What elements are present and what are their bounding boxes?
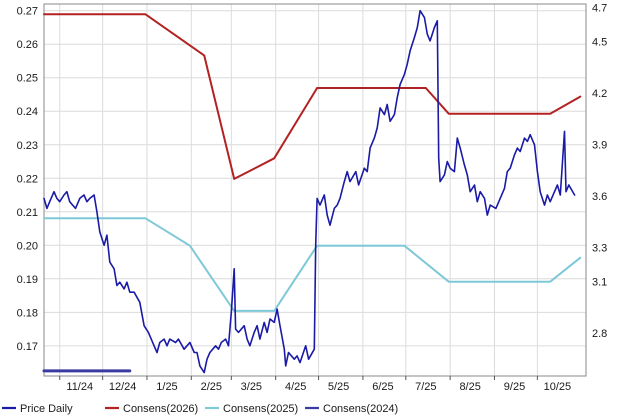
right-axis: 2.8 3.1 3.3 3.6 3.9 4.2 4.5 4.7 (592, 2, 607, 340)
right-tick-label: 3.6 (592, 191, 607, 203)
legend-label: Consens(2024) (323, 403, 398, 415)
left-tick-label: 0.24 (17, 106, 38, 118)
right-tick-label: 3.3 (592, 242, 607, 254)
legend: Price Daily Consens(2026) Consens(2025) Con… (2, 403, 398, 415)
left-tick-label: 0.21 (17, 207, 38, 219)
gridlines (44, 4, 586, 376)
left-tick-label: 0.26 (17, 39, 38, 51)
right-tick-label: 3.1 (592, 277, 607, 289)
x-tick-label: 2/25 (201, 381, 222, 393)
left-tick-label: 0.27 (17, 6, 38, 18)
series-group (42, 9, 582, 374)
x-axis: 11/24 12/24 1/25 2/25 3/25 4/25 5/25 6/25 7/25 8/… (59, 376, 572, 393)
left-tick-label: 0.20 (17, 240, 38, 252)
x-tick-label: 10/25 (544, 381, 572, 393)
left-tick-label: 0.18 (17, 307, 38, 319)
right-tick-label: 2.8 (592, 328, 607, 340)
left-axis: 0.17 0.18 0.19 0.20 0.21 0.22 0.23 0.24 0.25 0.26… (17, 6, 38, 353)
x-tick-label: 8/25 (459, 381, 480, 393)
legend-label: Consens(2026) (123, 403, 198, 415)
series-line-price-daily (43, 9, 576, 374)
right-tick-label: 4.7 (592, 2, 607, 14)
x-tick-label: 1/25 (156, 381, 177, 393)
left-tick-label: 0.25 (17, 73, 38, 85)
series-line-consens-2025 (43, 217, 582, 312)
legend-label: Consens(2025) (223, 403, 298, 415)
left-tick-label: 0.17 (17, 341, 38, 353)
series-line-consens-2026 (43, 13, 582, 180)
x-tick-label: 3/25 (241, 381, 262, 393)
x-tick-label: 9/25 (504, 381, 525, 393)
left-tick-label: 0.23 (17, 140, 38, 152)
right-tick-label: 4.2 (592, 88, 607, 100)
x-tick-label: 7/25 (415, 381, 436, 393)
legend-label: Price Daily (20, 403, 73, 415)
x-tick-label: 6/25 (372, 381, 393, 393)
x-tick-label: 4/25 (285, 381, 306, 393)
plot-frame (43, 3, 587, 377)
right-tick-label: 3.9 (592, 140, 607, 152)
x-tick-label: 5/25 (328, 381, 349, 393)
x-tick-label: 11/24 (66, 381, 93, 393)
x-tick-label: 12/24 (109, 381, 137, 393)
right-tick-label: 4.5 (592, 37, 607, 49)
left-tick-label: 0.22 (17, 173, 38, 185)
left-tick-label: 0.19 (17, 274, 38, 286)
